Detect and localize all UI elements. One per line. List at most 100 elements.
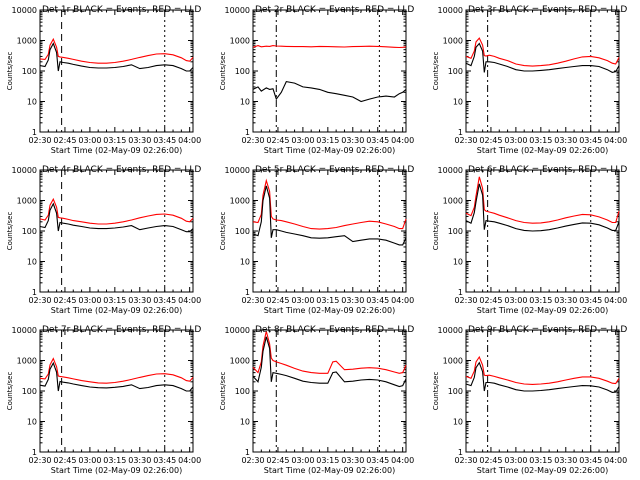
panel-title: Det 2r BLACK = Events, RED = LLD xyxy=(255,5,414,15)
y-tick-label: 10000 xyxy=(12,326,37,335)
y-tick-label: 10000 xyxy=(12,166,37,175)
x-tick-label: 02:45 xyxy=(53,296,76,305)
x-tick-label: 03:45 xyxy=(366,136,389,145)
y-axis-label: Counts/sec xyxy=(432,212,440,251)
x-tick-label: 03:15 xyxy=(316,456,339,465)
y-tick-label: 1 xyxy=(245,448,250,457)
y-tick-label: 1000 xyxy=(230,357,250,366)
x-tick-label: 03:45 xyxy=(579,296,602,305)
series-black-line xyxy=(465,42,620,73)
y-tick-label: 1 xyxy=(32,128,37,137)
x-tick-label: 04:00 xyxy=(391,136,414,145)
series-black-line xyxy=(252,185,407,246)
x-tick-label: 02:45 xyxy=(53,456,76,465)
x-axis-label: Start Time (02-May-09 02:26:00) xyxy=(477,306,608,315)
x-tick-label: 03:00 xyxy=(504,456,527,465)
x-tick-label: 03:45 xyxy=(153,296,176,305)
x-tick-label: 03:00 xyxy=(291,456,314,465)
plot-frame xyxy=(39,329,194,453)
y-tick-label: 1 xyxy=(458,288,463,297)
y-tick-label: 10 xyxy=(240,258,250,267)
y-tick-label: 1000 xyxy=(443,197,463,206)
x-tick-label: 02:30 xyxy=(454,296,477,305)
y-tick-label: 1000 xyxy=(443,37,463,46)
y-tick-label: 10 xyxy=(240,418,250,427)
y-tick-label: 100 xyxy=(235,387,250,396)
x-tick-label: 03:30 xyxy=(341,456,364,465)
series-red-line xyxy=(252,178,407,230)
panel-title: Det 8r BLACK = Events, RED = LLD xyxy=(255,325,414,335)
y-tick-label: 1000 xyxy=(17,37,37,46)
x-tick-label: 04:00 xyxy=(391,296,414,305)
y-axis-label: Counts/sec xyxy=(219,212,227,251)
chart-panel-2: 1 10 100 1000 10000 02:30 02:45 03:00 03:15 03:30… xyxy=(219,5,414,155)
panel-title: Det 6r BLACK = Events, RED = LLD xyxy=(468,165,627,175)
x-tick-label: 02:30 xyxy=(241,296,264,305)
y-axis-label: Counts/sec xyxy=(219,52,227,91)
chart-panel-5: 1 10 100 1000 10000 02:30 02:45 03:00 03:15 03:30… xyxy=(219,165,414,315)
y-tick-label: 1000 xyxy=(230,37,250,46)
panel-title: Det 5r BLACK = Events, RED = LLD xyxy=(255,165,414,175)
y-tick-label: 10000 xyxy=(225,166,250,175)
x-tick-label: 04:00 xyxy=(604,456,627,465)
plot-frame xyxy=(39,9,194,133)
x-tick-label: 03:30 xyxy=(341,296,364,305)
x-tick-label: 02:45 xyxy=(266,456,289,465)
x-tick-label: 03:00 xyxy=(291,296,314,305)
series-black-line xyxy=(39,202,194,233)
y-tick-label: 10000 xyxy=(225,6,250,15)
plot-frame xyxy=(465,329,620,453)
x-tick-label: 03:15 xyxy=(316,136,339,145)
x-tick-label: 03:30 xyxy=(128,296,151,305)
x-tick-label: 03:15 xyxy=(103,296,126,305)
x-tick-label: 02:45 xyxy=(53,136,76,145)
y-axis-label: Counts/sec xyxy=(432,52,440,91)
x-tick-label: 03:30 xyxy=(554,136,577,145)
y-tick-label: 100 xyxy=(22,387,37,396)
x-tick-label: 04:00 xyxy=(178,136,201,145)
panel-title: Det 7r BLACK = Events, RED = LLD xyxy=(42,325,201,335)
chart-panel-4: 1 10 100 1000 10000 02:30 02:45 03:00 03:15 03:30… xyxy=(6,165,201,315)
y-tick-label: 10 xyxy=(27,98,37,107)
x-tick-label: 03:45 xyxy=(366,296,389,305)
x-tick-label: 03:00 xyxy=(78,456,101,465)
series-black-line xyxy=(465,183,620,232)
series-red-line xyxy=(252,331,407,374)
y-tick-label: 100 xyxy=(235,67,250,76)
x-tick-label: 03:30 xyxy=(128,136,151,145)
y-tick-label: 10000 xyxy=(12,6,37,15)
x-axis-label: Start Time (02-May-09 02:26:00) xyxy=(264,466,395,475)
y-tick-label: 10 xyxy=(240,98,250,107)
x-tick-label: 02:30 xyxy=(28,136,51,145)
x-axis-label: Start Time (02-May-09 02:26:00) xyxy=(477,146,608,155)
y-tick-label: 100 xyxy=(22,67,37,76)
panel-title: Det 9r BLACK = Events, RED = LLD xyxy=(468,325,627,335)
x-tick-label: 03:15 xyxy=(103,136,126,145)
y-axis-label: Counts/sec xyxy=(6,372,14,411)
x-tick-label: 02:30 xyxy=(28,456,51,465)
y-tick-label: 1 xyxy=(32,288,37,297)
x-tick-label: 02:45 xyxy=(479,136,502,145)
x-tick-label: 03:00 xyxy=(78,136,101,145)
x-tick-label: 03:45 xyxy=(366,456,389,465)
x-tick-label: 03:30 xyxy=(128,456,151,465)
plot-frame xyxy=(465,9,620,133)
series-red-line xyxy=(252,45,407,49)
y-tick-label: 1000 xyxy=(443,357,463,366)
series-black-line xyxy=(465,361,620,393)
x-tick-label: 03:00 xyxy=(504,296,527,305)
x-tick-label: 02:30 xyxy=(454,456,477,465)
chart-panel-9: 1 10 100 1000 10000 02:30 02:45 03:00 03:15 03:30… xyxy=(432,325,627,475)
x-tick-label: 03:30 xyxy=(341,136,364,145)
x-tick-label: 02:45 xyxy=(479,456,502,465)
x-tick-label: 04:00 xyxy=(604,296,627,305)
y-tick-label: 1 xyxy=(245,288,250,297)
y-tick-label: 1 xyxy=(458,448,463,457)
series-red-line xyxy=(39,197,194,225)
x-tick-label: 03:45 xyxy=(153,456,176,465)
x-axis-label: Start Time (02-May-09 02:26:00) xyxy=(51,466,182,475)
series-black-line xyxy=(39,361,194,392)
panel-title: Det 1r BLACK = Events, RED = LLD xyxy=(42,5,201,15)
x-tick-label: 03:15 xyxy=(529,296,552,305)
